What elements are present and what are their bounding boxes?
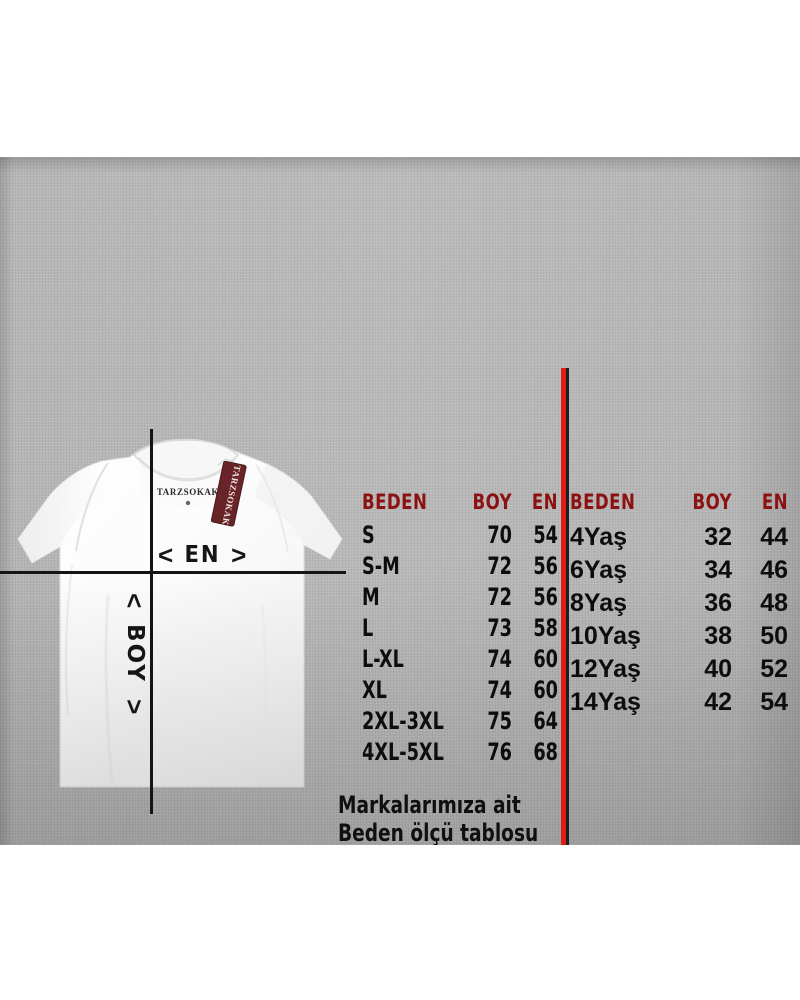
chevron-left-icon: < — [158, 540, 175, 570]
cell-boy: 76 — [487, 738, 512, 766]
cell-en: 52 — [760, 655, 788, 683]
table-row: L-XL 74 60 — [362, 645, 558, 676]
table-row: 2XL-3XL 75 64 — [362, 707, 558, 738]
cell-size: 2XL-3XL — [362, 707, 444, 735]
cell-boy: 70 — [487, 521, 512, 549]
cell-en: 54 — [533, 521, 558, 549]
width-measure-label: < EN > — [158, 542, 247, 568]
cell-size: M — [362, 583, 380, 611]
table-row: 8Yaş 36 48 — [570, 589, 788, 622]
table-divider — [561, 368, 566, 845]
cell-en: 48 — [760, 589, 788, 617]
cell-size: S-M — [362, 552, 400, 580]
cell-boy: 34 — [704, 556, 732, 584]
column-header-en: EN — [761, 490, 788, 514]
chevron-down-icon: > — [119, 699, 150, 715]
column-header-en: EN — [531, 490, 558, 514]
cell-boy: 72 — [487, 583, 512, 611]
cell-size: 4Yaş — [570, 523, 628, 551]
cell-boy: 38 — [704, 622, 732, 650]
cell-size: 14Yaş — [570, 688, 641, 716]
cell-boy: 40 — [704, 655, 732, 683]
cell-boy: 42 — [704, 688, 732, 716]
cell-boy: 73 — [487, 614, 512, 642]
vertical-measure-line — [150, 429, 153, 814]
cell-size: 10Yaş — [570, 622, 641, 650]
cell-en: 60 — [533, 676, 558, 704]
size-chart-panel: TARZSOKAK TARZSOKAK < EN > < BOY > — [0, 157, 800, 845]
table-header-row: BEDEN BOY EN — [570, 490, 788, 523]
table-row: 12Yaş 40 52 — [570, 655, 788, 688]
table-row: M 72 56 — [362, 583, 558, 614]
cell-boy: 74 — [487, 645, 512, 673]
table-row: 4XL-5XL 76 68 — [362, 738, 558, 769]
tshirt-illustration: TARZSOKAK TARZSOKAK — [12, 435, 352, 800]
kids-table-body: 4Yaş 32 44 6Yaş 34 46 8Yaş 36 48 10Yaş 3… — [570, 523, 788, 721]
caption-block: Markalarımıza ait Beden ölçü tablosu — [338, 791, 538, 845]
table-row: 6Yaş 34 46 — [570, 556, 788, 589]
column-header-beden: BEDEN — [362, 490, 428, 514]
cell-boy: 74 — [487, 676, 512, 704]
cell-size: L — [362, 614, 374, 642]
cell-boy: 36 — [704, 589, 732, 617]
caption-line-2: Beden ölçü tablosu — [338, 819, 539, 845]
table-row: 10Yaş 38 50 — [570, 622, 788, 655]
table-header-row: BEDEN BOY EN — [362, 490, 558, 521]
table-row: L 73 58 — [362, 614, 558, 645]
cell-size: L-XL — [362, 645, 404, 673]
table-row: 4Yaş 32 44 — [570, 523, 788, 556]
caption-line-1: Markalarımıza ait — [338, 791, 521, 819]
cell-en: 58 — [533, 614, 558, 642]
neck-label-text: TARZSOKAK — [157, 487, 219, 497]
adult-table-body: S 70 54 S-M 72 56 M 72 56 L 73 58 L-XL 7 — [362, 521, 558, 769]
table-row: 14Yaş 42 54 — [570, 688, 788, 721]
column-header-boy: BOY — [692, 490, 732, 514]
table-row: S 70 54 — [362, 521, 558, 552]
cell-en: 56 — [533, 583, 558, 611]
cell-size: XL — [362, 676, 387, 704]
cell-boy: 72 — [487, 552, 512, 580]
cell-en: 54 — [760, 688, 788, 716]
cell-en: 68 — [533, 738, 558, 766]
cell-en: 56 — [533, 552, 558, 580]
table-row: S-M 72 56 — [362, 552, 558, 583]
column-header-beden: BEDEN — [570, 490, 636, 514]
table-row: XL 74 60 — [362, 676, 558, 707]
tshirt-graphic: TARZSOKAK TARZSOKAK — [17, 438, 343, 788]
cell-size: 8Yaş — [570, 589, 628, 617]
kids-size-table: BEDEN BOY EN 4Yaş 32 44 6Yaş 34 46 8Yaş … — [570, 490, 788, 721]
adult-size-table: BEDEN BOY EN S 70 54 S-M 72 56 M 72 56 L — [362, 490, 558, 769]
cell-boy: 32 — [704, 523, 732, 551]
length-label-text: BOY — [121, 624, 148, 684]
cell-en: 46 — [760, 556, 788, 584]
horizontal-measure-line — [0, 571, 346, 574]
cell-size: 4XL-5XL — [362, 738, 444, 766]
chevron-right-icon: > — [231, 540, 248, 570]
column-header-boy: BOY — [472, 490, 512, 514]
length-measure-label: < BOY > — [112, 589, 156, 719]
cell-en: 64 — [533, 707, 558, 735]
hang-tag: TARZSOKAK — [210, 460, 247, 527]
cell-size: 6Yaş — [570, 556, 628, 584]
chevron-up-icon: < — [119, 593, 150, 609]
cell-en: 44 — [760, 523, 788, 551]
cell-size: 12Yaş — [570, 655, 641, 683]
cell-boy: 75 — [487, 707, 512, 735]
cell-en: 60 — [533, 645, 558, 673]
width-label-text: EN — [184, 541, 221, 568]
cell-en: 50 — [760, 622, 788, 650]
cell-size: S — [362, 521, 375, 549]
